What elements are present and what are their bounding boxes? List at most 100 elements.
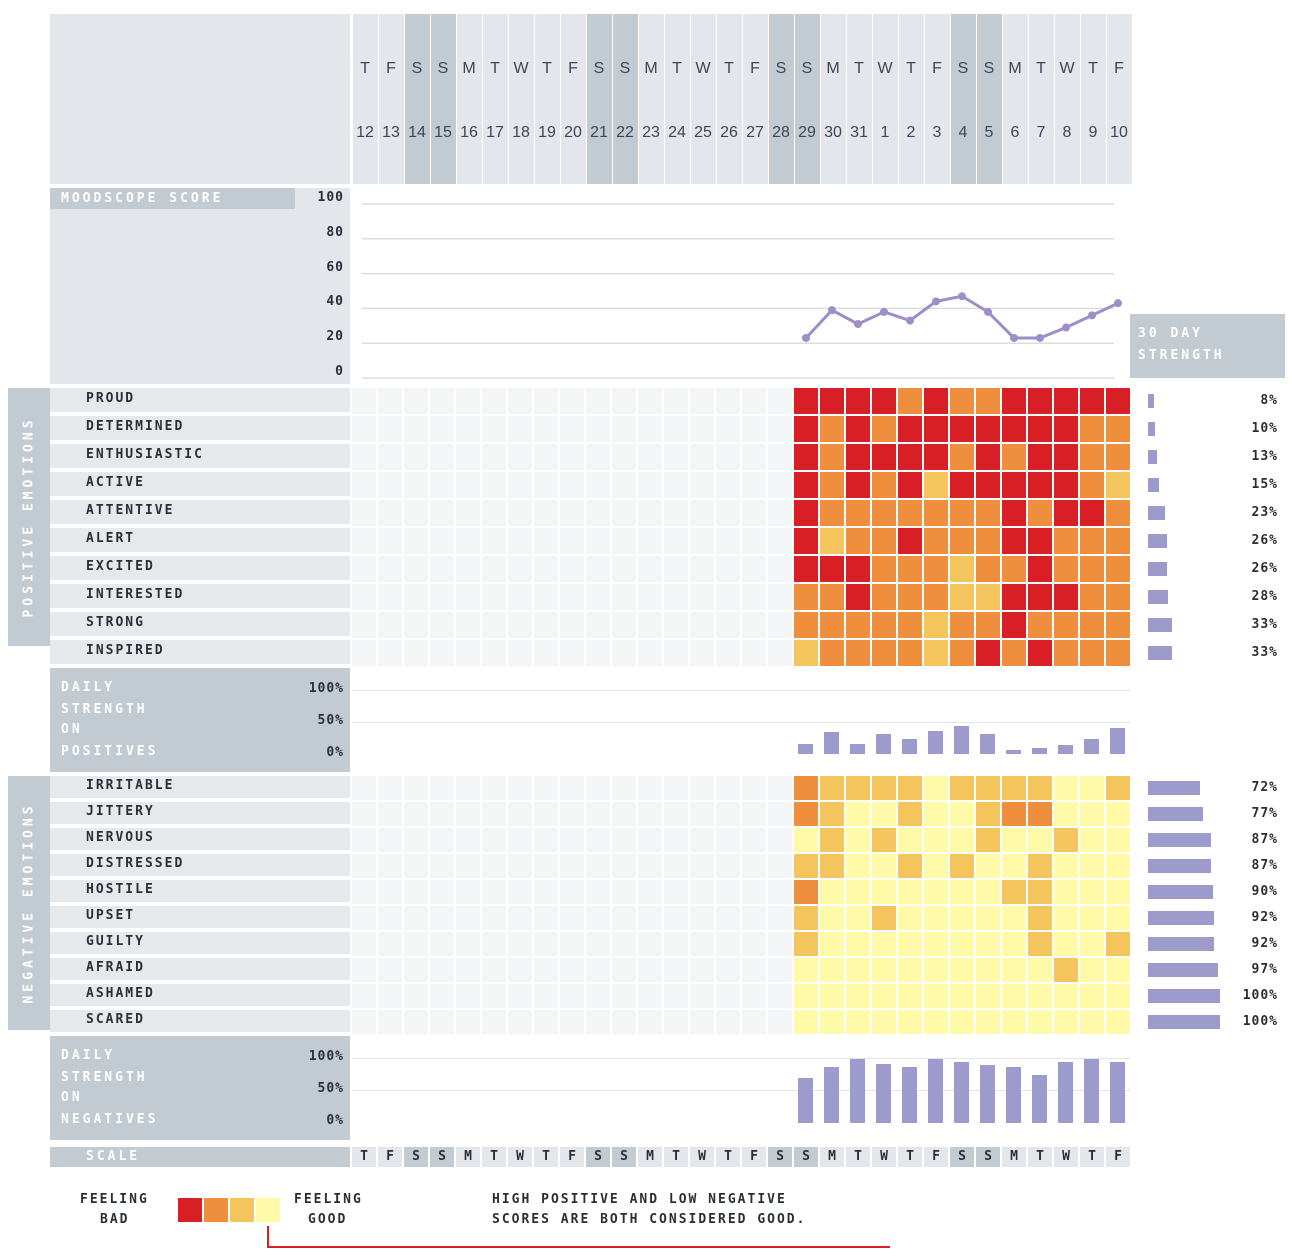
header-label-area [50, 14, 350, 184]
pos-empty-cell [378, 388, 402, 414]
pos-empty-cell [716, 472, 740, 498]
neg-empty-cell [482, 1010, 506, 1034]
neg-empty-cell [508, 984, 532, 1008]
scale-weekday: M [820, 1147, 844, 1167]
pos-cell [924, 388, 948, 414]
neg-empty-cell [430, 958, 454, 982]
pos-empty-cell [638, 416, 662, 442]
neg-empty-cell [456, 776, 480, 800]
scale-weekday: S [612, 1147, 636, 1167]
neg-empty-cell [352, 854, 376, 878]
scale-weekday: T [482, 1147, 506, 1167]
neg-empty-cell [742, 776, 766, 800]
neg-cell [1054, 880, 1078, 904]
neg-emotion-name: GUILTY [86, 934, 145, 949]
pos-empty-cell [664, 500, 688, 526]
neg-empty-cell [742, 984, 766, 1008]
pos-row-label: ENTHUSIASTIC [50, 444, 350, 468]
pos-empty-cell [586, 528, 610, 554]
pos-empty-cell [352, 416, 376, 442]
pos-empty-cell [690, 388, 714, 414]
pos-cell [924, 584, 948, 610]
scale-weekday: S [950, 1147, 974, 1167]
day-column [691, 14, 716, 184]
mood-score-chart [362, 203, 1122, 379]
pos-empty-cell [768, 416, 792, 442]
neg-empty-cell [378, 828, 402, 852]
pos-cell [898, 500, 922, 526]
pos-cell [794, 528, 818, 554]
neg-cell [1106, 802, 1130, 826]
neg-empty-cell [482, 854, 506, 878]
neg-cell [924, 906, 948, 930]
day-number: 5 [984, 124, 994, 141]
neg-emotion-name: NERVOUS [86, 830, 155, 845]
pos-empty-cell [664, 528, 688, 554]
pos-emotion-name: STRONG [86, 615, 145, 630]
neg-empty-cell [638, 776, 662, 800]
neg-empty-cell [378, 958, 402, 982]
neg-empty-cell [352, 906, 376, 930]
pos-cell [820, 500, 844, 526]
neg-empty-cell [638, 880, 662, 904]
neg-emotion-name: DISTRESSED [86, 856, 185, 871]
day-column [1081, 14, 1106, 184]
neg-cell [820, 776, 844, 800]
pos-cell [950, 612, 974, 638]
neg-cell [950, 906, 974, 930]
pos-cell [872, 640, 896, 666]
neg-empty-cell [352, 932, 376, 956]
neg-empty-cell [534, 880, 558, 904]
neg-cell [924, 880, 948, 904]
pos-empty-cell [378, 416, 402, 442]
neg-empty-cell [742, 854, 766, 878]
pos-cell [846, 416, 870, 442]
day-column [925, 14, 950, 184]
pos-empty-cell [638, 444, 662, 470]
pos-cell [976, 472, 1000, 498]
pos-empty-cell [378, 612, 402, 638]
day-number: 10 [1110, 124, 1128, 141]
pos-cell [924, 640, 948, 666]
day-column [405, 14, 430, 184]
score-title-bar: MOODSCOPE SCORE [50, 188, 295, 209]
pos-empty-cell [456, 556, 480, 582]
pos-empty-cell [664, 612, 688, 638]
pos-empty-cell [508, 472, 532, 498]
neg-cell [846, 880, 870, 904]
neg-empty-cell [690, 906, 714, 930]
neg-daily-tick-100: 100% [308, 1049, 344, 1064]
neg-empty-cell [404, 828, 428, 852]
neg-cell [794, 802, 818, 826]
neg-empty-cell [612, 880, 636, 904]
neg-empty-cell [768, 828, 792, 852]
neg-cell [1028, 880, 1052, 904]
pos-emotion-name: EXCITED [86, 559, 155, 574]
neg-empty-cell [638, 958, 662, 982]
day-number: 9 [1088, 124, 1098, 141]
neg-empty-cell [456, 906, 480, 930]
neg-cell [1054, 984, 1078, 1008]
weekday-letter: T [1036, 60, 1046, 77]
pos-cell [950, 500, 974, 526]
pos-empty-cell [508, 388, 532, 414]
positive-section-label: POSITIVE EMOTIONS [8, 388, 50, 646]
pos-empty-cell [664, 640, 688, 666]
pos-empty-cell [534, 640, 558, 666]
neg-cell [950, 984, 974, 1008]
neg-empty-cell [404, 1010, 428, 1034]
mood-score-point [828, 306, 836, 315]
pos-cell [1054, 640, 1078, 666]
pos-cell [1106, 640, 1130, 666]
neg-empty-cell [742, 802, 766, 826]
scale-weekday: T [664, 1147, 688, 1167]
weekday-letter: T [542, 60, 552, 77]
neg-strength-value: 92% [1251, 936, 1278, 951]
neg-cell [1054, 932, 1078, 956]
pos-empty-cell [690, 416, 714, 442]
neg-cell [924, 1010, 948, 1034]
pos-empty-cell [638, 528, 662, 554]
pos-empty-cell [404, 500, 428, 526]
pos-cell [976, 528, 1000, 554]
neg-daily-grid-mid [352, 1090, 1130, 1091]
